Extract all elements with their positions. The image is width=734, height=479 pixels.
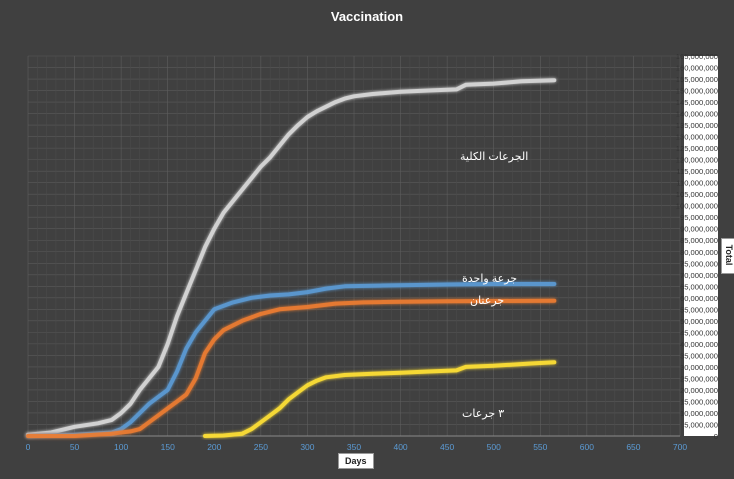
- y-tick-label: 120,000,000: [676, 156, 718, 165]
- y-axis-panel: [684, 56, 718, 436]
- y-tick-label: 95,000,000: [680, 213, 718, 222]
- y-tick-label: 10,000,000: [680, 409, 718, 418]
- x-tick-label: 600: [580, 442, 594, 452]
- y-tick-label: 155,000,000: [676, 75, 718, 84]
- series-line-three-doses: [203, 360, 557, 438]
- y-tick-label: 30,000,000: [680, 363, 718, 372]
- y-tick-label: 25,000,000: [680, 374, 718, 383]
- series-label-three-doses: ٣ جرعات: [462, 408, 505, 420]
- y-tick-label: 20,000,000: [680, 386, 718, 395]
- series-line-total: [26, 78, 557, 437]
- x-tick-label: 700: [673, 442, 687, 452]
- y-tick-label: 150,000,000: [676, 87, 718, 96]
- y-tick-label: 140,000,000: [676, 110, 718, 119]
- x-tick-label: 400: [393, 442, 407, 452]
- y-tick-label: 75,000,000: [680, 259, 718, 268]
- series-label-one-dose: جرعة واحدة: [462, 273, 518, 285]
- y-tick-label: 45,000,000: [680, 328, 718, 337]
- y-tick-label: 40,000,000: [680, 340, 718, 349]
- y-tick-label: 65,000,000: [680, 282, 718, 291]
- series-line-one-dose: [26, 282, 557, 438]
- y-tick-label: 90,000,000: [680, 225, 718, 234]
- y-tick-label: 80,000,000: [680, 248, 718, 257]
- x-tick-label: 300: [300, 442, 314, 452]
- x-tick-label: 450: [440, 442, 454, 452]
- series-label-total: الجرعات الكلية: [460, 151, 529, 163]
- y-tick-label: 135,000,000: [676, 121, 718, 130]
- y-axis-label: Total: [724, 244, 734, 266]
- y-tick-label: 15,000,000: [680, 397, 718, 406]
- x-axis-label: Days: [338, 453, 374, 469]
- series-line-two-doses: [26, 298, 557, 438]
- y-tick-label: 125,000,000: [676, 144, 718, 153]
- y-tick-label: 85,000,000: [680, 236, 718, 245]
- y-tick-label: 110,000,000: [676, 179, 718, 188]
- y-tick-label: 160,000,000: [676, 64, 718, 73]
- y-axis-label-box: Total: [721, 238, 734, 274]
- y-tick-label: 55,000,000: [680, 305, 718, 314]
- x-tick-label: 500: [487, 442, 501, 452]
- series-label-two-doses: جرعتان: [470, 295, 505, 307]
- y-tick-label: 100,000,000: [676, 202, 718, 211]
- y-tick-label: 50,000,000: [680, 317, 718, 326]
- chart-title: Vaccination: [330, 9, 404, 24]
- y-tick-label: 115,000,000: [676, 167, 718, 176]
- y-tick-label: 145,000,000: [676, 98, 718, 107]
- x-tick-label: 0: [26, 442, 31, 452]
- y-tick-label: 130,000,000: [676, 133, 718, 142]
- x-tick-label: 100: [114, 442, 128, 452]
- y-tick-label: 105,000,000: [676, 190, 718, 199]
- y-tick-label: 0: [714, 432, 718, 441]
- y-tick-label: 35,000,000: [680, 351, 718, 360]
- x-tick-label: 50: [70, 442, 80, 452]
- x-tick-label: 550: [533, 442, 547, 452]
- x-tick-label: 150: [161, 442, 175, 452]
- y-tick-label: 165,000,000: [676, 52, 718, 61]
- x-tick-label: 200: [207, 442, 221, 452]
- x-tick-label: 250: [254, 442, 268, 452]
- x-tick-label: 350: [347, 442, 361, 452]
- x-tick-label: 650: [626, 442, 640, 452]
- y-tick-label: 60,000,000: [680, 294, 718, 303]
- y-tick-label: 70,000,000: [680, 271, 718, 280]
- y-tick-label: 5,000,000: [684, 420, 718, 429]
